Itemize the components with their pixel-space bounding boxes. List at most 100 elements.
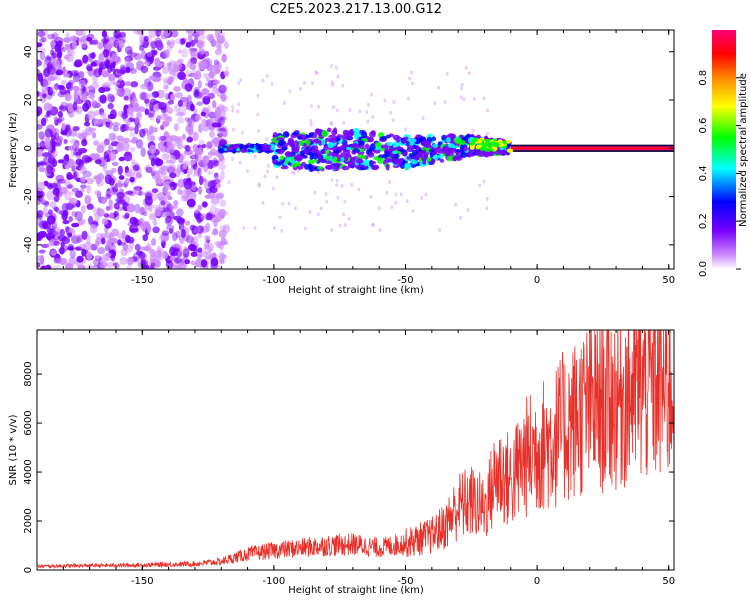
spectrogram-cell [94, 255, 102, 262]
spectrogram-cell [64, 164, 71, 170]
spectrogram-cell [99, 111, 107, 119]
spectrogram-cell [154, 157, 161, 165]
spectrogram-cell [201, 118, 207, 128]
spectrogram-cell [129, 131, 136, 137]
spectrogram-cell [203, 72, 209, 79]
spectrogram-cell [218, 229, 227, 239]
spectrogram-cell [193, 36, 199, 44]
spectrogram-cell [37, 198, 42, 206]
spectrogram-cell [72, 40, 77, 50]
spectrogram-cell [219, 251, 225, 257]
spectrogram-cell [78, 218, 84, 226]
spectrogram-cell [326, 127, 332, 133]
spectrogram-cell [112, 262, 117, 267]
spectrogram-cell [215, 39, 222, 50]
spectrogram-cell [80, 84, 86, 94]
spectrogram-cell [454, 202, 458, 207]
spectrogram-cell [238, 160, 242, 165]
spectrogram-cell [193, 248, 199, 253]
spectrogram-cell [62, 178, 71, 185]
spectrogram-cell [217, 31, 226, 38]
spectrogram-cell [405, 199, 409, 204]
spectrogram-cell [332, 165, 338, 171]
spectrogram-cell [371, 222, 375, 227]
spectrogram-cell [291, 146, 299, 152]
spectrogram-cell [37, 212, 42, 218]
spectrogram-cell [151, 170, 160, 180]
spectrogram-cell [173, 200, 179, 206]
spectrogram-cell [219, 199, 227, 208]
spectrogram-cell [184, 79, 189, 84]
spectrogram-cell [324, 160, 333, 165]
spectrogram-cell [330, 228, 334, 233]
spectrogram-cell [42, 78, 51, 87]
spectrogram-cell [84, 156, 93, 163]
spectrogram-cell [218, 127, 226, 132]
spectrogram-cell [72, 101, 78, 111]
spectrogram-cell [66, 49, 76, 57]
spectrogram-cell [80, 39, 87, 48]
spectrogram-cell [84, 99, 92, 110]
spectrogram-cell [48, 209, 53, 215]
spectrogram-cell [172, 264, 180, 269]
spectrogram-cell [118, 40, 125, 49]
spectrogram-cell [469, 141, 475, 146]
spectrogram-cell [158, 31, 167, 36]
spectrogram-cell [175, 111, 185, 118]
spectrogram-cell [37, 218, 44, 228]
spectrogram-cell [406, 155, 411, 160]
spectrogram-cell [67, 47, 73, 57]
spectrogram-cell [211, 100, 217, 109]
spectrogram-cell [424, 192, 428, 197]
spectrogram-cell [342, 212, 346, 217]
spectrogram-cell [360, 131, 368, 138]
spectrogram-cell [75, 150, 83, 156]
spectrogram-cell [327, 141, 335, 149]
spectrogram-cell [120, 124, 126, 133]
spectrogram-cell [144, 98, 150, 104]
spectrogram-cell [399, 149, 407, 153]
spectrogram-cell [133, 104, 141, 113]
spectrogram-cell [113, 202, 120, 210]
spectrogram-cell [197, 247, 203, 253]
spectrogram-cell [176, 137, 182, 143]
spectrogram-cell [133, 117, 140, 126]
spectrogram-cell [166, 166, 176, 174]
colorbar-tick-label: 0.6 [698, 118, 709, 134]
spectrogram-cell [197, 167, 202, 178]
spectrogram-cell [223, 70, 230, 77]
spectrogram-cell [105, 262, 115, 268]
spectrogram-cell [290, 162, 297, 168]
spectrogram-cell [200, 259, 208, 268]
spectrogram-cell [72, 142, 79, 149]
spectrogram-cell [439, 158, 445, 163]
spectrogram-cell [245, 169, 249, 174]
spectrogram-cell [290, 160, 297, 164]
spectrogram-cell [331, 83, 335, 88]
spectrogram-cell [423, 142, 432, 148]
spectrogram-cell [119, 257, 128, 266]
spectrogram-cell [317, 166, 324, 170]
spectrogram-cell [218, 147, 225, 154]
spectrogram-cell [169, 135, 178, 142]
spectrogram-cell [96, 41, 103, 50]
spectrogram-cell [237, 102, 241, 107]
spectrogram-cell [292, 171, 296, 176]
spectrogram-cell [296, 169, 300, 174]
spectrogram-cell [80, 184, 87, 189]
spectrogram-cell [236, 109, 240, 114]
spectrogram-cell [441, 134, 448, 141]
spectrogram-cell [207, 92, 215, 100]
spectrogram-cell [193, 108, 198, 115]
spectrogram-cell [197, 204, 203, 211]
spectrogram-cell [403, 136, 409, 141]
spectrogram-cell [152, 226, 160, 234]
spectrogram-cell [460, 82, 464, 87]
spectrogram-cell [172, 85, 181, 92]
spectrogram-cell [332, 105, 336, 110]
spectrogram-cell [433, 100, 437, 105]
spectrogram-cell [40, 265, 47, 269]
spectrogram-cell [37, 181, 46, 192]
spectrogram-cell [168, 228, 174, 234]
spectrogram-cell [303, 226, 307, 231]
